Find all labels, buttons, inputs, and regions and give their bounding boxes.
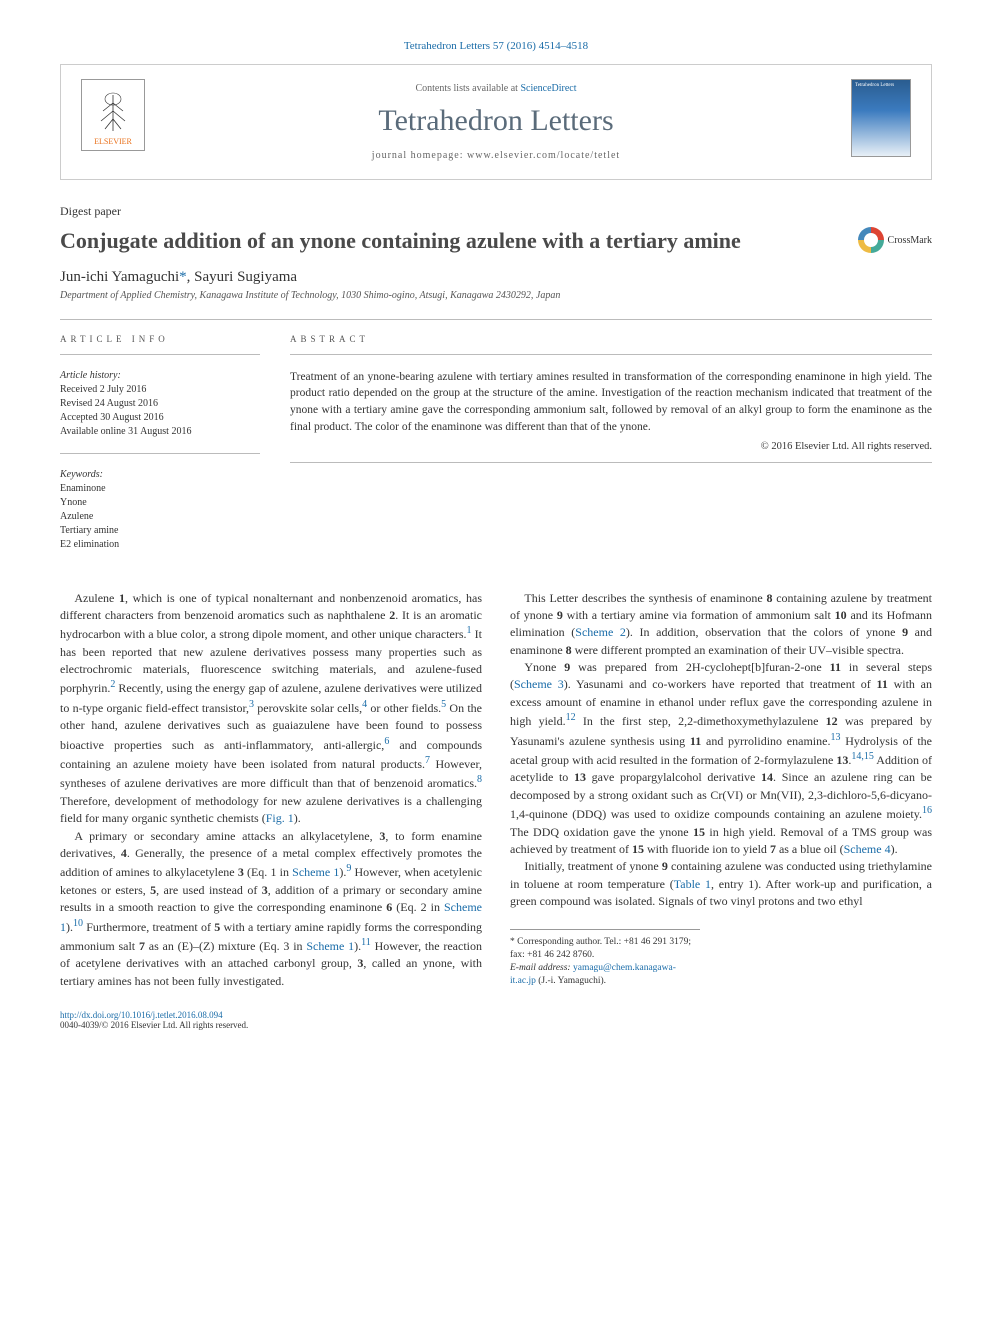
journal-title: Tetrahedron Letters: [81, 104, 911, 138]
ref-13[interactable]: 13: [830, 732, 840, 743]
keyword-4: Tertiary amine: [60, 524, 260, 538]
article-history: Article history: Received 2 July 2016 Re…: [60, 369, 260, 439]
ref-10[interactable]: 10: [73, 918, 83, 929]
body-text: Azulene 1, which is one of typical nonal…: [60, 590, 932, 991]
article-info-column: article info Article history: Received 2…: [60, 334, 260, 552]
paragraph-1: Azulene 1, which is one of typical nonal…: [60, 590, 482, 828]
crossmark-label: CrossMark: [888, 235, 932, 246]
corresponding-marker: *: [179, 269, 187, 285]
ref-1415[interactable]: 14,15: [851, 751, 874, 762]
history-label: Article history:: [60, 369, 260, 383]
ref-12[interactable]: 12: [566, 712, 576, 723]
keyword-3: Azulene: [60, 510, 260, 524]
scheme-1-link-c[interactable]: Scheme 1: [306, 939, 354, 953]
article-info-heading: article info: [60, 334, 260, 344]
info-divider-2: [60, 453, 260, 454]
ref-11[interactable]: 11: [361, 937, 371, 948]
keywords-label: Keywords:: [60, 468, 260, 482]
footnote-separator: * Corresponding author. Tel.: +81 46 291…: [510, 929, 700, 989]
elsevier-label: ELSEVIER: [94, 137, 132, 146]
abstract-heading: abstract: [290, 334, 932, 344]
affiliation: Department of Applied Chemistry, Kanagaw…: [60, 290, 932, 301]
crossmark-badge[interactable]: CrossMark: [858, 227, 932, 253]
doi-link[interactable]: http://dx.doi.org/10.1016/j.tetlet.2016.…: [60, 1010, 223, 1020]
author-2: , Sayuri Sugiyama: [187, 269, 297, 285]
keyword-5: E2 elimination: [60, 538, 260, 552]
keyword-1: Enaminone: [60, 482, 260, 496]
author-list: Jun-ichi Yamaguchi*, Sayuri Sugiyama: [60, 269, 932, 286]
history-online: Available online 31 August 2016: [60, 425, 260, 439]
ref-16[interactable]: 16: [922, 805, 932, 816]
abstract-column: abstract Treatment of an ynone-bearing a…: [290, 334, 932, 552]
issn-copyright: 0040-4039/© 2016 Elsevier Ltd. All right…: [60, 1020, 248, 1030]
journal-header-box: ELSEVIER Tetrahedron Letters Contents li…: [60, 64, 932, 180]
corresponding-author-footnote: * Corresponding author. Tel.: +81 46 291…: [510, 936, 700, 963]
table-1-link[interactable]: Table 1: [674, 877, 711, 891]
keywords-block: Keywords: Enaminone Ynone Azulene Tertia…: [60, 468, 260, 552]
divider-top: [60, 319, 932, 320]
scheme-1-link-a[interactable]: Scheme 1: [292, 865, 339, 879]
history-revised: Revised 24 August 2016: [60, 397, 260, 411]
info-divider-1: [60, 354, 260, 355]
contents-available-line: Contents lists available at ScienceDirec…: [81, 83, 911, 94]
article-title: Conjugate addition of an ynone containin…: [60, 227, 838, 255]
abstract-divider: [290, 354, 932, 355]
email-footnote: E-mail address: yamagu@chem.kanagawa-it.…: [510, 962, 700, 989]
crossmark-icon: [858, 227, 884, 253]
history-accepted: Accepted 30 August 2016: [60, 411, 260, 425]
keyword-2: Ynone: [60, 496, 260, 510]
author-1: Jun-ichi Yamaguchi: [60, 269, 179, 285]
ref-8[interactable]: 8: [477, 774, 482, 785]
page-footer: http://dx.doi.org/10.1016/j.tetlet.2016.…: [60, 1010, 932, 1030]
paragraph-2: A primary or secondary amine attacks an …: [60, 828, 482, 991]
scheme-3-link[interactable]: Scheme 3: [514, 677, 564, 691]
sciencedirect-link[interactable]: ScienceDirect: [520, 83, 576, 94]
email-label: E-mail address:: [510, 963, 573, 973]
journal-cover-thumbnail: Tetrahedron Letters: [851, 79, 911, 157]
fig-1-link[interactable]: Fig. 1: [266, 811, 294, 825]
paragraph-5: Initially, treatment of ynone 9 containi…: [510, 858, 932, 910]
abstract-divider-bottom: [290, 462, 932, 463]
abstract-text: Treatment of an ynone-bearing azulene wi…: [290, 369, 932, 436]
email-suffix: (J.-i. Yamaguchi).: [536, 976, 606, 986]
history-received: Received 2 July 2016: [60, 383, 260, 397]
elsevier-logo: ELSEVIER: [81, 79, 145, 151]
paragraph-3: This Letter describes the synthesis of e…: [510, 590, 932, 660]
abstract-copyright: © 2016 Elsevier Ltd. All rights reserved…: [290, 441, 932, 452]
citation-line: Tetrahedron Letters 57 (2016) 4514–4518: [60, 40, 932, 52]
cover-label: Tetrahedron Letters: [855, 83, 894, 88]
paragraph-4: Ynone 9 was prepared from 2H-cyclohept[b…: [510, 659, 932, 858]
document-type: Digest paper: [60, 204, 932, 219]
scheme-4-link[interactable]: Scheme 4: [844, 842, 891, 856]
scheme-2-link[interactable]: Scheme 2: [575, 625, 626, 639]
contents-prefix: Contents lists available at: [415, 83, 520, 94]
elsevier-tree-icon: [93, 91, 133, 135]
journal-homepage: journal homepage: www.elsevier.com/locat…: [81, 150, 911, 161]
